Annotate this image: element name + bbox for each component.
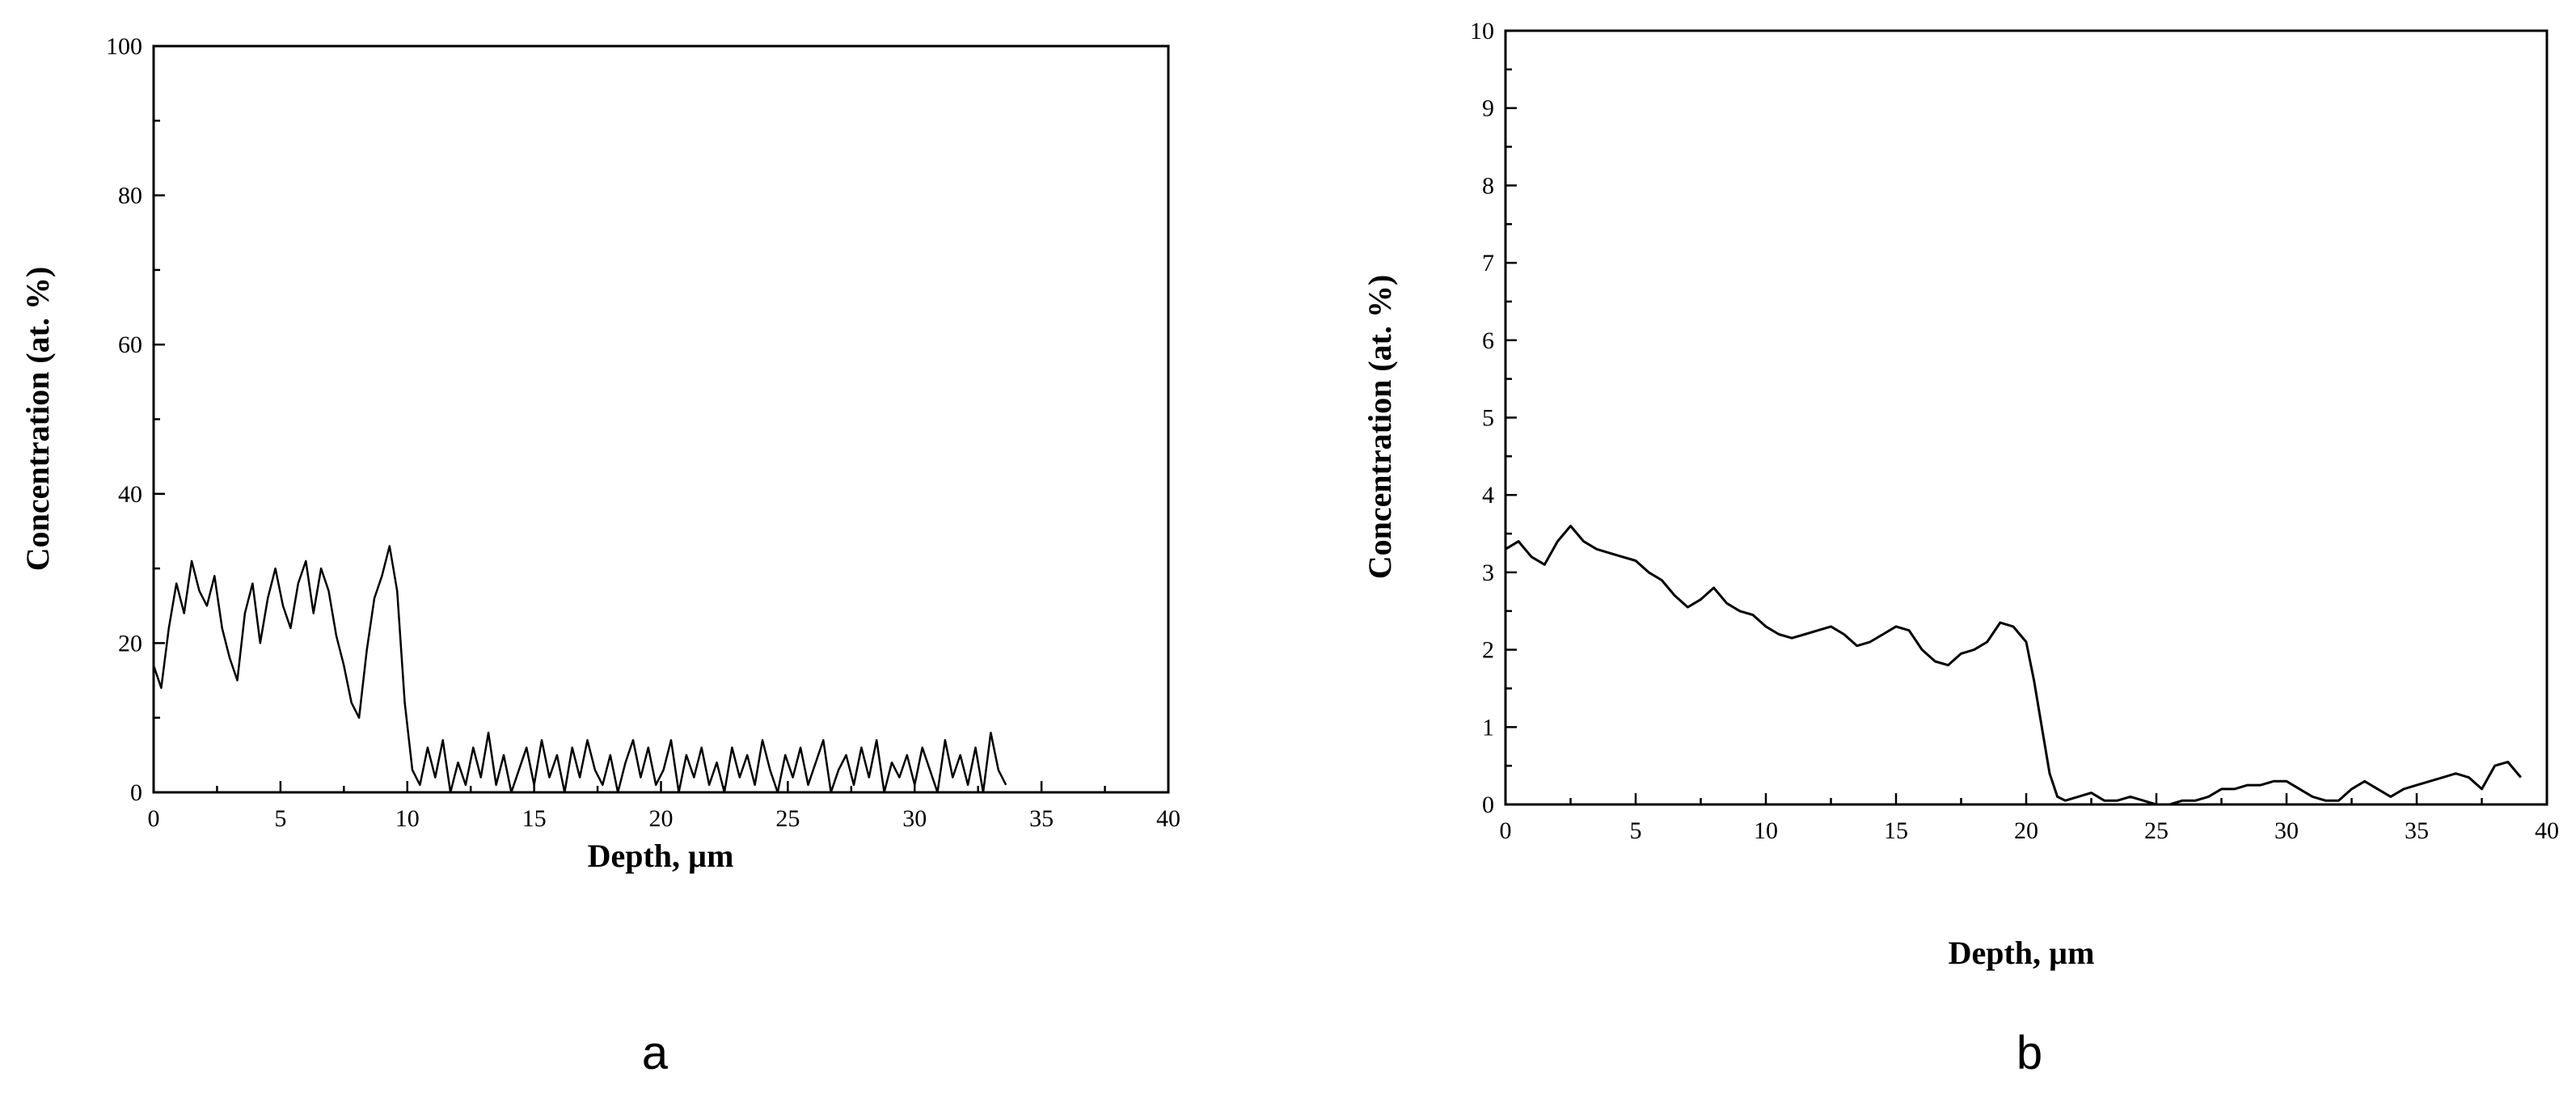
x-tick-label: 10 (395, 805, 420, 832)
y-tick-label: 10 (1470, 18, 1494, 44)
x-tick-label: 10 (1754, 817, 1778, 844)
y-tick-label: 0 (130, 779, 142, 806)
y-axis-title-a: Concentration (at. %) (19, 267, 56, 572)
y-tick-label: 60 (118, 331, 142, 358)
y-ticks-a: 0 20 40 60 80 100 (106, 33, 165, 806)
x-ticks-a: 0 5 10 15 20 25 30 35 40 (148, 781, 1180, 832)
x-tick-label: 40 (1156, 805, 1180, 832)
x-tick-label: 15 (1884, 817, 1908, 844)
y-tick-label: 9 (1482, 95, 1494, 122)
series-line-b (1505, 525, 2522, 806)
y-tick-label: 40 (118, 481, 142, 508)
x-tick-label: 30 (902, 805, 927, 832)
y-tick-label: 4 (1482, 482, 1494, 509)
y-ticks-b: 0 1 2 3 4 5 6 7 8 9 10 (1470, 18, 1517, 818)
y-tick-label: 3 (1482, 559, 1494, 586)
x-tick-label: 5 (1630, 817, 1642, 844)
y-tick-label: 6 (1482, 327, 1494, 354)
panel-label-a: a (642, 1027, 669, 1079)
plot-frame-b (1504, 29, 2549, 806)
y-tick-label: 80 (118, 183, 142, 209)
x-tick-label: 25 (775, 805, 800, 832)
x-tick-label: 35 (1029, 805, 1054, 832)
x-tick-label: 0 (1500, 817, 1512, 844)
y-tick-label: 2 (1482, 637, 1494, 664)
series-line-a (152, 545, 1007, 794)
y-axis-title-b: Concentration (at. %) (1362, 275, 1398, 580)
x-tick-label: 35 (2405, 817, 2429, 844)
x-tick-label: 0 (148, 805, 160, 832)
x-tick-label: 20 (649, 805, 674, 832)
x-axis-title-b: Depth, µm (1949, 935, 2095, 971)
plot-frame-a (152, 44, 1170, 794)
y-tick-label: 0 (1482, 792, 1494, 818)
x-tick-label: 15 (522, 805, 547, 832)
y-tick-label: 20 (118, 630, 142, 657)
panel-label-b: b (2016, 1027, 2042, 1079)
x-tick-label: 40 (2535, 817, 2559, 844)
y-tick-label: 5 (1482, 405, 1494, 432)
x-ticks-b: 0 5 10 15 20 25 30 35 40 (1500, 793, 2559, 844)
x-tick-label: 5 (274, 805, 286, 832)
x-tick-label: 25 (2144, 817, 2168, 844)
x-tick-label: 20 (2014, 817, 2038, 844)
y-tick-label: 8 (1482, 172, 1494, 199)
y-tick-label: 7 (1482, 250, 1494, 277)
x-axis-title-a: Depth, µm (588, 838, 734, 874)
y-tick-label: 100 (106, 33, 142, 60)
y-tick-label: 1 (1482, 714, 1494, 741)
x-tick-label: 30 (2274, 817, 2299, 844)
